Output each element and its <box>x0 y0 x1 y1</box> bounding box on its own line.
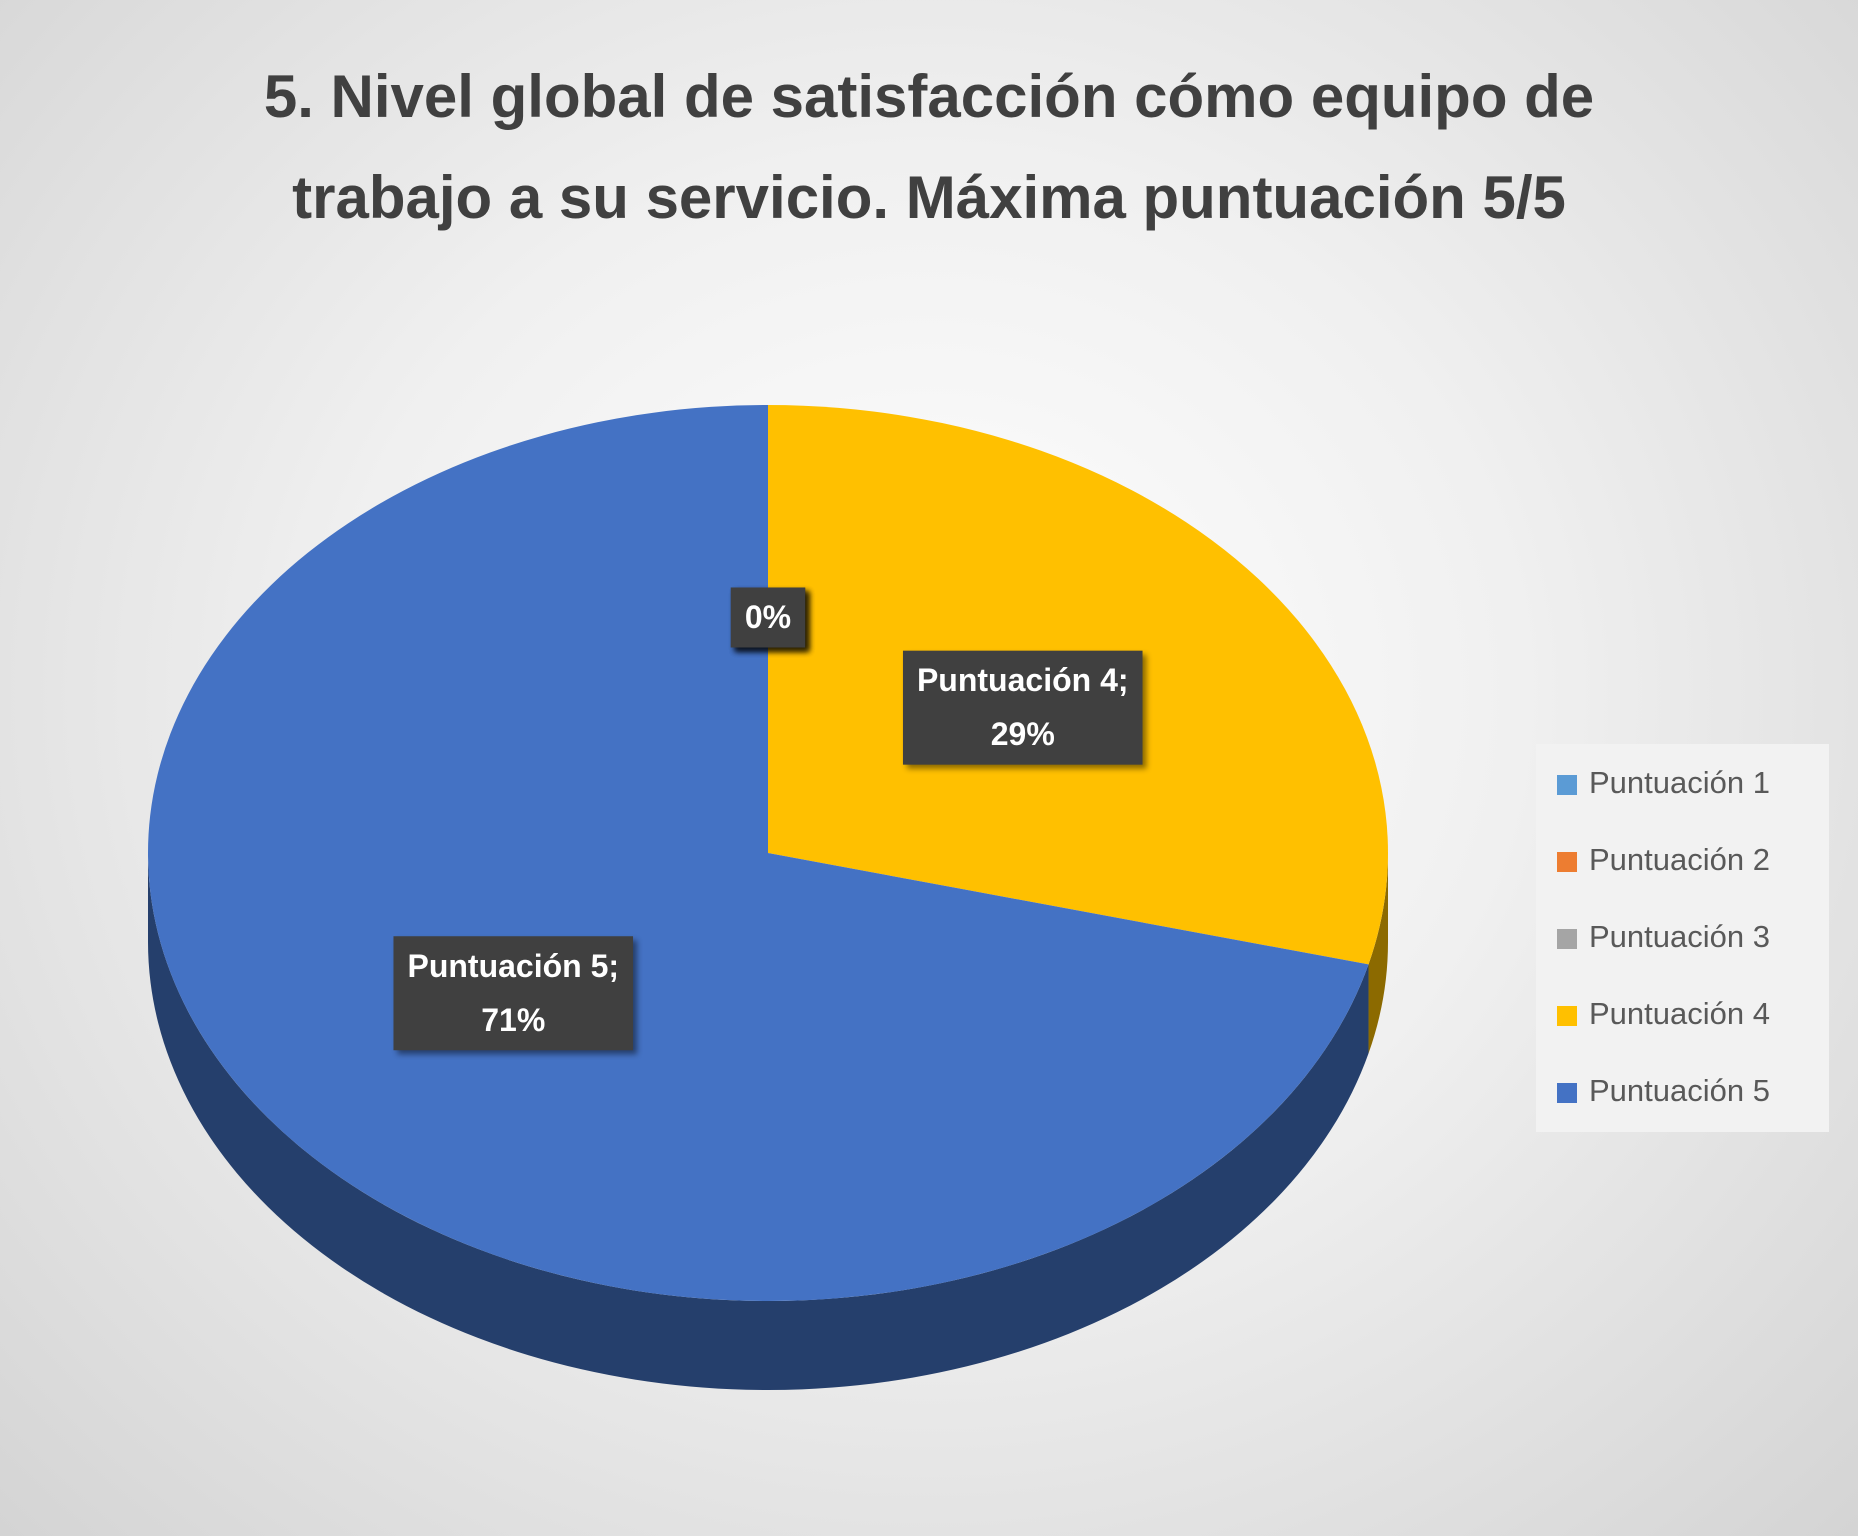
legend-label: Puntuación 4 <box>1589 996 1770 1031</box>
legend-swatch <box>1557 1083 1577 1103</box>
data-label-box <box>730 587 806 648</box>
slice-side <box>1368 853 1388 1054</box>
legend-label: Puntuación 5 <box>1589 1073 1770 1108</box>
legend-swatch <box>1557 775 1577 795</box>
slice <box>147 405 1369 1302</box>
data-label-box <box>393 936 634 1051</box>
data-label-line: 71% <box>481 1002 545 1038</box>
data-label: Puntuación 4; 29% <box>917 663 1129 753</box>
data-label-line: Puntuación 5; <box>407 948 619 984</box>
data-label: 0% <box>745 599 791 635</box>
chart-title: 5. Nivel global de satisfacción cómo equ… <box>263 63 1595 231</box>
legend-label: Puntuación 3 <box>1589 919 1770 954</box>
legend-swatch <box>1557 852 1577 872</box>
data-label-line: Puntuación 4; <box>917 663 1129 699</box>
data-label: Puntuación 5; 71% <box>407 948 619 1038</box>
legend-label: Puntuación 2 <box>1589 842 1770 877</box>
slice-side <box>148 853 1369 1390</box>
data-label-box <box>902 650 1143 765</box>
data-label-line: 29% <box>991 717 1055 753</box>
data-label-line: 0% <box>745 599 791 635</box>
legend-label: Puntuación 1 <box>1589 765 1770 800</box>
legend: Puntuación 1 Puntuación 2 Puntuación 3 Punt… <box>1557 765 1770 1108</box>
pie <box>147 405 1389 1390</box>
data-labels: 0%0%0%Puntuación 4;29%Puntuación 5;71% <box>393 587 1143 1051</box>
legend-swatch <box>1557 1006 1577 1026</box>
legend-box <box>1536 744 1829 1132</box>
legend-swatch <box>1557 929 1577 949</box>
